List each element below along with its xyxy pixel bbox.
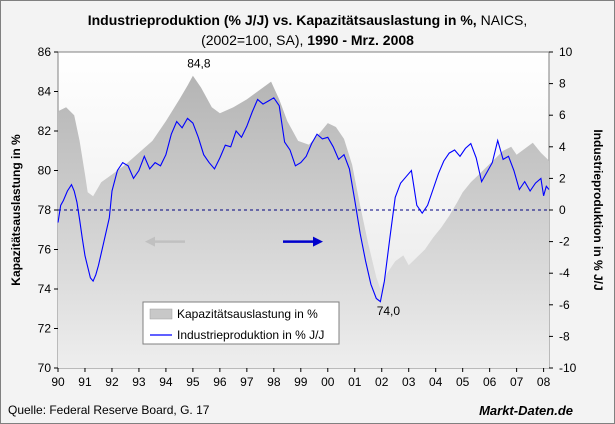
- right-axis-tick-label: -8: [559, 329, 570, 343]
- x-axis-tick-label: 04: [429, 375, 443, 389]
- x-axis-tick-label: 90: [51, 375, 65, 389]
- x-axis-tick-label: 92: [105, 375, 119, 389]
- x-axis-tick-label: 94: [159, 375, 173, 389]
- x-axis-tick-label: 01: [348, 375, 362, 389]
- x-axis-tick-label: 06: [483, 375, 497, 389]
- left-axis-tick-label: 72: [38, 322, 52, 336]
- left-axis-tick-label: 86: [38, 45, 52, 59]
- annotation-label: 74,0: [377, 304, 401, 318]
- title-naics: NAICS,: [476, 12, 528, 28]
- right-axis-tick-label: -4: [559, 266, 570, 280]
- left-axis-tick-label: 76: [38, 243, 52, 257]
- source-note: Quelle: Federal Reserve Board, G. 17: [8, 403, 210, 417]
- title-period: 1990 - Mrz. 2008: [303, 32, 414, 48]
- area-series-kapazitaet: [58, 75, 549, 368]
- left-axis-title: Kapazitätsauslastung in %: [9, 134, 23, 286]
- right-axis-tick-label: 8: [559, 77, 566, 91]
- title-main: Industrieproduktion (% J/J) vs. Kapazitä…: [87, 12, 477, 28]
- left-axis-tick-label: 78: [38, 203, 52, 217]
- legend-box: [142, 301, 340, 345]
- left-axis-tick-label: 80: [38, 164, 52, 178]
- right-axis-tick-label: -10: [559, 361, 577, 375]
- legend: Kapazitätsauslastung in % Industrieproduk…: [142, 301, 340, 345]
- x-axis-tick-label: 91: [78, 375, 92, 389]
- right-axis-tick-label: 4: [559, 140, 566, 154]
- right-axis-tick-label: 2: [559, 171, 566, 185]
- annotation-label: 84,8: [187, 57, 211, 71]
- legend-swatch-area: [149, 308, 173, 320]
- right-axis-tick-label: -6: [559, 298, 570, 312]
- arrow-right-axis-head: [313, 236, 323, 247]
- title-base: (2002=100, SA),: [201, 32, 304, 48]
- right-axis-tick-label: 10: [559, 45, 573, 59]
- left-axis-tick-label: 82: [38, 124, 52, 138]
- arrow-left-axis-head: [145, 236, 155, 247]
- x-axis-tick-label: 96: [213, 375, 227, 389]
- right-axis-tick-label: -2: [559, 235, 570, 249]
- left-axis-tick-label: 74: [38, 282, 52, 296]
- legend-label-area: Kapazitätsauslastung in %: [177, 307, 318, 321]
- legend-label-line: Industrieproduktion in % J/J: [177, 328, 324, 342]
- x-axis-tick-label: 95: [186, 375, 200, 389]
- left-axis-tick-label: 84: [38, 85, 52, 99]
- x-axis-tick-label: 07: [510, 375, 524, 389]
- right-axis-title: Industrieproduktion in % J/J: [591, 129, 605, 290]
- x-axis-tick-label: 98: [267, 375, 281, 389]
- brand-label: Markt-Daten.de: [479, 403, 573, 418]
- x-axis-tick-label: 97: [240, 375, 254, 389]
- x-axis-tick-label: 05: [456, 375, 470, 389]
- chart-title: Industrieproduktion (% J/J) vs. Kapazitä…: [0, 10, 615, 50]
- left-axis-tick-label: 70: [38, 361, 52, 375]
- right-axis-tick-label: 6: [559, 108, 566, 122]
- x-axis-tick-label: 08: [537, 375, 551, 389]
- line-series-industrieproduktion: [57, 97, 550, 303]
- x-axis-tick-label: 03: [402, 375, 416, 389]
- x-axis-tick-label: 99: [294, 375, 308, 389]
- x-axis-tick-label: 93: [132, 375, 146, 389]
- x-axis-tick-label: 02: [375, 375, 389, 389]
- right-axis-tick-label: 0: [559, 203, 566, 217]
- x-axis-tick-label: 00: [321, 375, 335, 389]
